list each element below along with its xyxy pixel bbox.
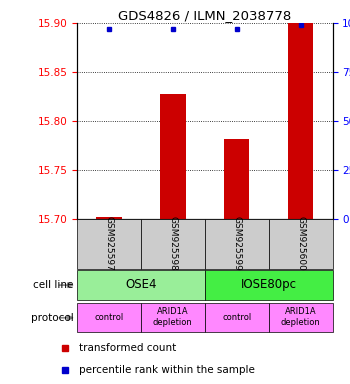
Text: GSM925597: GSM925597 — [104, 217, 113, 271]
Text: control: control — [222, 313, 251, 322]
Text: OSE4: OSE4 — [125, 278, 157, 291]
Bar — [224, 139, 250, 219]
Bar — [288, 23, 313, 219]
Text: control: control — [94, 313, 124, 322]
Bar — [141, 219, 205, 269]
Text: ARID1A
depletion: ARID1A depletion — [281, 308, 321, 327]
Bar — [205, 219, 269, 269]
Bar — [160, 94, 186, 219]
Text: GSM925599: GSM925599 — [232, 217, 241, 271]
Title: GDS4826 / ILMN_2038778: GDS4826 / ILMN_2038778 — [118, 9, 291, 22]
Bar — [77, 219, 141, 269]
Bar — [96, 217, 122, 219]
Text: GSM925600: GSM925600 — [296, 217, 305, 271]
Bar — [77, 303, 141, 333]
Text: GSM925598: GSM925598 — [168, 217, 177, 271]
Bar — [77, 270, 205, 300]
Bar — [269, 303, 332, 333]
Text: protocol: protocol — [31, 313, 74, 323]
Text: cell line: cell line — [33, 280, 74, 290]
Text: transformed count: transformed count — [79, 343, 176, 353]
Bar — [141, 303, 205, 333]
Bar — [205, 303, 269, 333]
Text: percentile rank within the sample: percentile rank within the sample — [79, 365, 254, 375]
Text: IOSE80pc: IOSE80pc — [241, 278, 297, 291]
Bar — [269, 219, 332, 269]
Text: ARID1A
depletion: ARID1A depletion — [153, 308, 193, 327]
Bar — [205, 270, 332, 300]
